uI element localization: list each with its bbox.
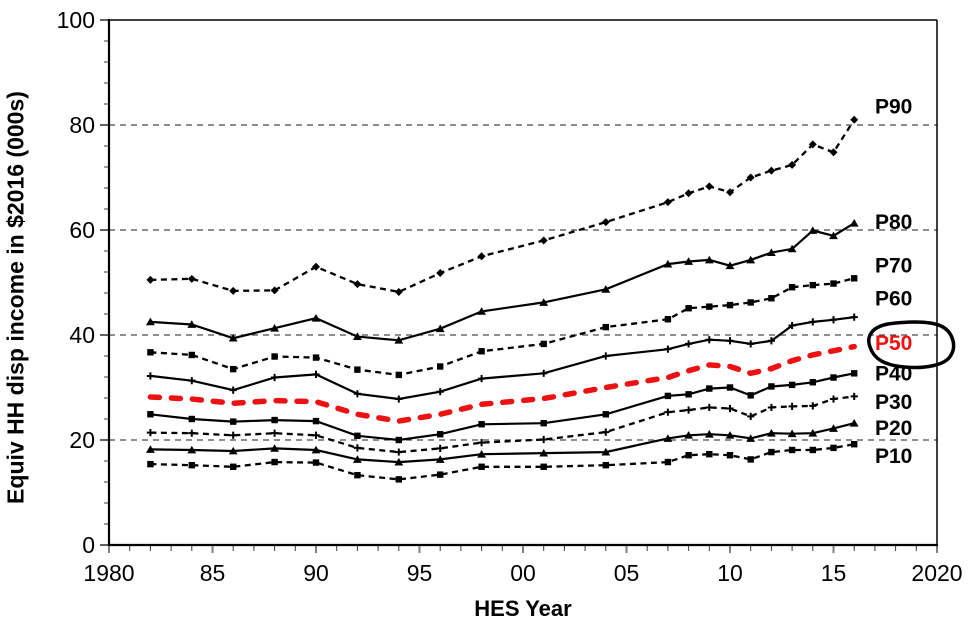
series-P60-label: P60 (875, 287, 912, 310)
x-tick-label: 85 (200, 560, 226, 586)
series-P10: P10 (147, 441, 912, 483)
series-P90-line (150, 119, 856, 294)
series-P20-label: P20 (875, 417, 912, 440)
series-P90-label: P90 (875, 96, 912, 119)
x-tick-label: 90 (303, 560, 329, 586)
x-tick-label: 95 (407, 560, 433, 586)
p50-circle-annotation (867, 320, 956, 370)
y-tick-label: 20 (69, 427, 95, 453)
series-P50-line (147, 343, 857, 424)
series-P10-label: P10 (875, 445, 912, 468)
x-tick-label: 2020 (911, 560, 962, 586)
series-P70: P70 (147, 255, 912, 379)
plot-frame (107, 19, 938, 547)
x-axis-tick-labels: 1980 85 90 95 00 05 10 15 2020 (83, 560, 962, 586)
series-P40: P40 (147, 362, 912, 444)
series-P20: P20 (146, 417, 912, 466)
y-axis-title: Equiv HH disp income in $2016 (000s) (2, 91, 29, 504)
series-P30-label: P30 (875, 391, 912, 414)
y-axis-tick-labels: 0 20 40 60 80 100 (57, 7, 95, 558)
x-tick-label: 00 (510, 560, 536, 586)
series-P30: P30 (146, 391, 912, 456)
series-P70-label: P70 (875, 255, 912, 278)
x-tick-label: 05 (614, 560, 640, 586)
series-P90: P90 (146, 96, 912, 296)
x-axis-title: HES Year (474, 596, 572, 621)
x-tick-label: 10 (717, 560, 743, 586)
series-P50-label: P50 (875, 332, 912, 355)
y-tick-label: 100 (57, 7, 95, 33)
series-P80: P80 (146, 211, 912, 344)
y-tick-label: 0 (82, 532, 95, 558)
series-P80-line (150, 222, 855, 342)
x-tick-label: 15 (821, 560, 847, 586)
series-P30-line (150, 395, 855, 454)
x-axis-ticks (108, 545, 938, 553)
series-P10-line (150, 443, 855, 481)
x-tick-label: 1980 (83, 560, 134, 586)
y-tick-label: 80 (69, 112, 95, 138)
y-tick-label: 40 (69, 322, 95, 348)
series-P60-line (150, 316, 855, 401)
series-P80-label: P80 (875, 211, 912, 234)
series-P70-line (150, 277, 855, 377)
y-tick-label: 60 (69, 217, 95, 243)
series-P60: P60 (146, 287, 912, 403)
y-axis-ticks (100, 19, 109, 546)
series-P50: P50 (147, 332, 912, 424)
